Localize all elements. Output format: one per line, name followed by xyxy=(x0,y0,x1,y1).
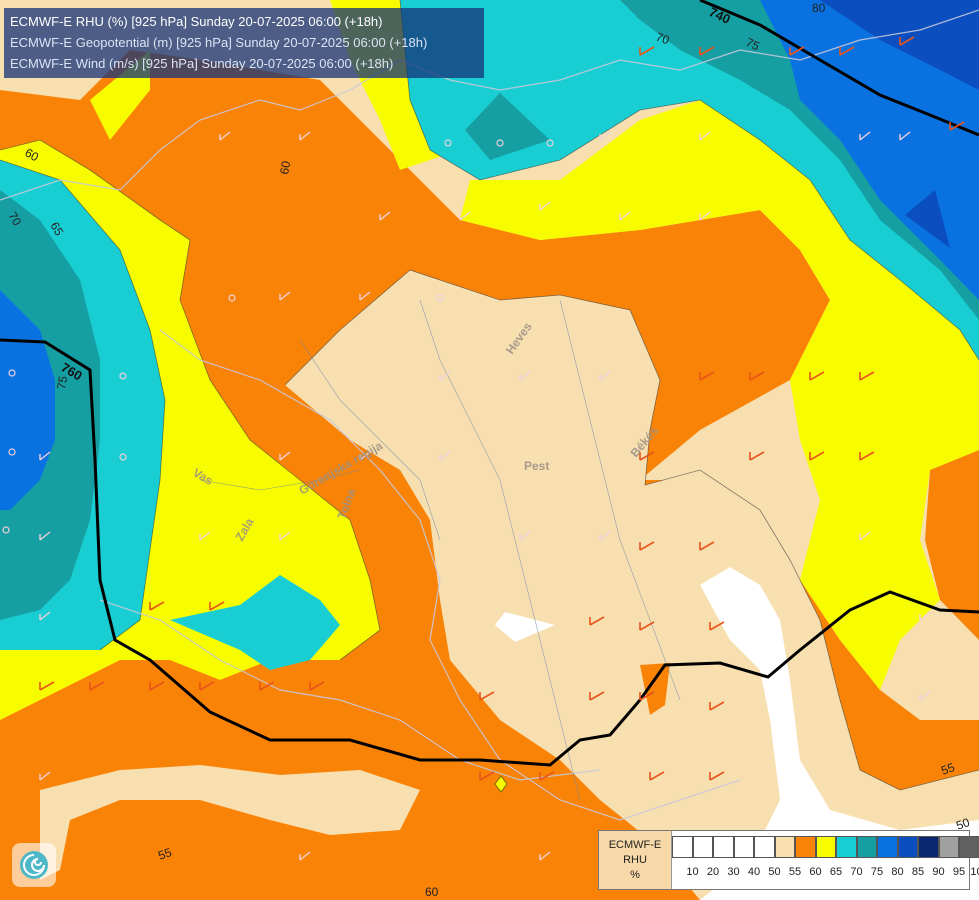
legend-swatch xyxy=(692,836,713,858)
legend-swatches xyxy=(672,836,979,860)
legend-swatch xyxy=(774,836,795,858)
legend-swatch xyxy=(897,836,918,858)
wind-barbs-calm xyxy=(2,139,554,534)
title-rhu: ECMWF-E RHU (%) [925 hPa] Sunday 20-07-2… xyxy=(10,14,383,29)
rhu-band-55-60-inner xyxy=(640,663,670,715)
rhu-contours xyxy=(0,0,979,791)
rhu-label-50: 50 xyxy=(954,815,972,833)
legend-swatch xyxy=(959,836,979,858)
place-label-pest: Pest xyxy=(524,459,549,473)
rhu-band-70-75-island xyxy=(465,93,550,160)
legend-unit: % xyxy=(630,868,640,881)
rhu-band-65-70-south xyxy=(170,575,340,670)
rhu-label-70-left: 70 xyxy=(5,210,24,229)
legend-tick-label: 55 xyxy=(788,866,802,878)
legend-tick-label: 20 xyxy=(706,866,720,878)
rhu-legend: ECMWF-E RHU % 10 20 30 40 50 55 60 65 70 75 80 85 90… xyxy=(598,830,979,890)
title-wind: ECMWF-E Wind (m/s) [925 hPa] Sunday 20-0… xyxy=(10,56,394,71)
rhu-label-60-top: 60 xyxy=(277,160,293,176)
swirl-logo-icon xyxy=(20,851,48,879)
legend-tick-label: 100 xyxy=(970,866,979,878)
rhu-band-below-50 xyxy=(700,567,979,900)
legend-tick-label: 85 xyxy=(911,866,925,878)
rhu-band-80-85-island xyxy=(905,190,950,248)
wind-barbs-strong xyxy=(39,36,965,781)
rhu-label-55-right: 55 xyxy=(939,760,957,778)
geopotential-contour-740 xyxy=(699,0,979,137)
legend-model: ECMWF-E xyxy=(608,838,662,851)
title-geopotential: ECMWF-E Geopotential (m) [925 hPa] Sunda… xyxy=(10,35,428,50)
legend-swatch xyxy=(856,836,877,858)
location-marker xyxy=(494,775,508,793)
wind-barbs xyxy=(39,31,931,861)
map-title-box: ECMWF-E RHU (%) [925 hPa] Sunday 20-07-2… xyxy=(4,8,484,78)
rhu-band-55-60-east xyxy=(925,450,979,640)
legend-variable: RHU xyxy=(623,853,647,866)
legend-swatch xyxy=(754,836,775,858)
rhu-label-60-left: 60 xyxy=(23,145,42,164)
rhu-label-65: 65 xyxy=(47,220,66,239)
legend-swatch xyxy=(877,836,898,858)
legend-tick-label: 70 xyxy=(850,866,863,878)
legend-tick-label: 50 xyxy=(768,866,781,878)
rhu-band-50-55-south xyxy=(40,765,420,880)
legend-swatch xyxy=(815,836,836,858)
legend-tick-label: 90 xyxy=(932,866,945,878)
rhu-label-55-bottom: 55 xyxy=(156,845,174,863)
legend-swatch xyxy=(836,836,857,858)
admin-boundaries xyxy=(0,9,979,821)
rhu-label-75-top: 75 xyxy=(744,35,762,53)
geopotential-contour-760 xyxy=(0,338,979,767)
legend-ticks: 10 20 30 40 50 55 60 65 70 75 80 85 90 95 100 xyxy=(672,866,979,882)
rhu-label-60-bottom: 60 xyxy=(425,885,439,899)
legend-tick-label: 30 xyxy=(727,866,740,878)
provider-logo xyxy=(12,843,56,887)
legend-tick-label: 95 xyxy=(952,866,966,878)
legend-tick-label: 65 xyxy=(829,866,843,878)
legend-swatch xyxy=(733,836,754,858)
legend-tick-label: 40 xyxy=(747,866,761,878)
rhu-band-60-65-northeast xyxy=(460,100,979,690)
rhu-label-70-top: 70 xyxy=(654,30,672,48)
rhu-band-below-50-island xyxy=(495,612,555,642)
rivers xyxy=(199,299,681,801)
rhu-band-50-55-central xyxy=(285,270,979,900)
legend-title: ECMWF-E RHU % xyxy=(599,831,672,889)
legend-swatch xyxy=(918,836,939,858)
legend-tick-label: 60 xyxy=(809,866,822,878)
legend-swatch xyxy=(672,836,693,858)
legend-swatch xyxy=(938,836,959,858)
legend-tick-label: 75 xyxy=(870,866,884,878)
rhu-label-75-left: 75 xyxy=(54,375,70,391)
legend-tick-label: 10 xyxy=(686,866,699,878)
rhu-label-80: 80 xyxy=(812,1,826,15)
legend-tick-label: 80 xyxy=(891,866,904,878)
legend-swatch xyxy=(795,836,816,858)
legend-swatch xyxy=(713,836,734,858)
